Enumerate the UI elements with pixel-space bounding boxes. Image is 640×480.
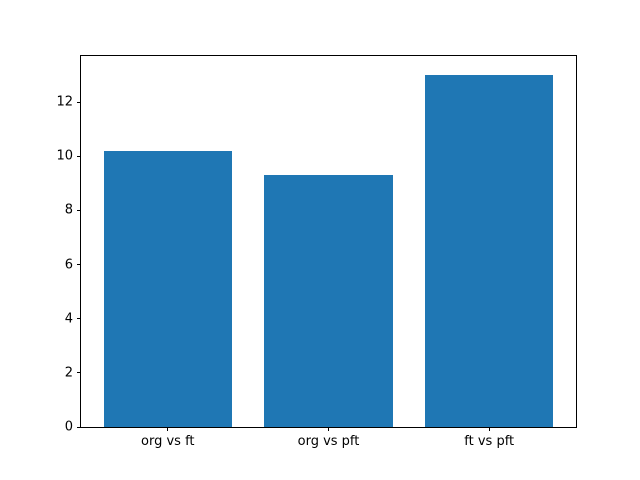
y-tick-label: 4 xyxy=(64,311,73,327)
y-tick-label: 8 xyxy=(64,202,73,218)
y-tick-mark xyxy=(77,155,81,157)
y-tick-mark xyxy=(77,426,81,428)
y-tick-mark xyxy=(77,372,81,374)
y-tick-label: 6 xyxy=(64,257,73,273)
y-tick-mark xyxy=(77,318,81,320)
y-tick-label: 2 xyxy=(64,365,73,381)
bar-org-vs-pft xyxy=(264,175,393,427)
x-tick-mark xyxy=(167,427,169,431)
bar-ft-vs-pft xyxy=(424,74,554,427)
y-tick-label: 0 xyxy=(64,419,73,435)
x-tick-label-org-vs-ft: org vs ft xyxy=(141,434,195,449)
x-tick-label-org-vs-pft: org vs pft xyxy=(297,434,360,449)
y-tick-mark xyxy=(77,101,81,103)
plot-area: 0 2 4 6 8 10 12 org vs ft org vs pft ft vs pft xyxy=(56,55,577,448)
bar-org-vs-ft xyxy=(103,150,233,427)
x-tick-label-ft-vs-pft: ft vs pft xyxy=(464,434,515,449)
y-tick-label: 12 xyxy=(56,94,73,110)
x-tick-mark xyxy=(328,427,329,431)
y-tick-label: 10 xyxy=(56,148,73,164)
y-tick-mark xyxy=(77,209,81,211)
y-tick-mark xyxy=(77,264,81,266)
x-tick-mark xyxy=(488,427,490,431)
